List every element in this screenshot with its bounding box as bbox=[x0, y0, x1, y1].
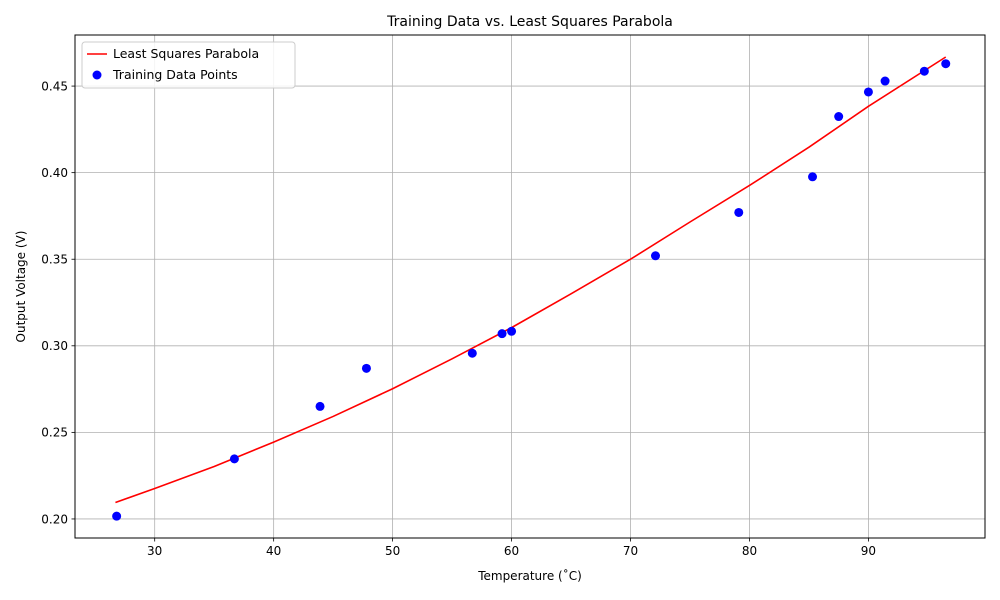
y-axis-title: Output Voltage (V) bbox=[14, 231, 28, 343]
grid bbox=[75, 35, 985, 538]
training-data-point bbox=[497, 329, 507, 339]
x-tick-label: 70 bbox=[623, 544, 638, 558]
training-data-point bbox=[941, 59, 951, 69]
training-data-point bbox=[834, 112, 844, 122]
x-tick-label: 40 bbox=[266, 544, 281, 558]
chart-title: Training Data vs. Least Squares Parabola bbox=[386, 14, 673, 30]
training-data-point bbox=[880, 76, 890, 86]
y-tick-label: 0.20 bbox=[41, 512, 68, 526]
training-data-point bbox=[112, 511, 122, 521]
y-tick-label: 0.25 bbox=[41, 426, 68, 440]
training-data-point bbox=[361, 363, 371, 373]
training-data-point bbox=[808, 172, 818, 182]
y-tick-label: 0.40 bbox=[41, 166, 68, 180]
training-data-point bbox=[919, 66, 929, 76]
x-tick-label: 60 bbox=[504, 544, 519, 558]
x-tick-label: 30 bbox=[147, 544, 162, 558]
legend-box bbox=[81, 41, 296, 89]
ticks: 30 40 50 60 70 80 90 0.20 0.25 0.30 0.35 0.40 0.45 bbox=[41, 79, 876, 558]
legend-point-swatch bbox=[92, 70, 102, 80]
y-tick-label: 0.35 bbox=[41, 253, 68, 267]
legend-label-parabola: Least Squares Parabola bbox=[113, 46, 259, 61]
training-data-point bbox=[507, 326, 517, 336]
y-tick-label: 0.45 bbox=[41, 79, 68, 93]
training-data-point bbox=[467, 348, 477, 358]
training-data-point bbox=[229, 454, 239, 464]
plot-area bbox=[112, 56, 951, 521]
x-tick-label: 80 bbox=[742, 544, 757, 558]
training-data-point bbox=[734, 207, 744, 217]
x-tick-label: 50 bbox=[385, 544, 400, 558]
training-data-point bbox=[650, 251, 660, 261]
axes-frame bbox=[74, 34, 986, 539]
y-tick-label: 0.30 bbox=[41, 339, 68, 353]
x-axis-title: Temperature (˚C) bbox=[477, 568, 582, 583]
legend-label-training-points: Training Data Points bbox=[112, 67, 238, 82]
training-data-point bbox=[315, 401, 325, 411]
training-data-point bbox=[863, 87, 873, 97]
legend: Least Squares Parabola Training Data Poi… bbox=[81, 41, 296, 89]
x-tick-label: 90 bbox=[861, 544, 876, 558]
